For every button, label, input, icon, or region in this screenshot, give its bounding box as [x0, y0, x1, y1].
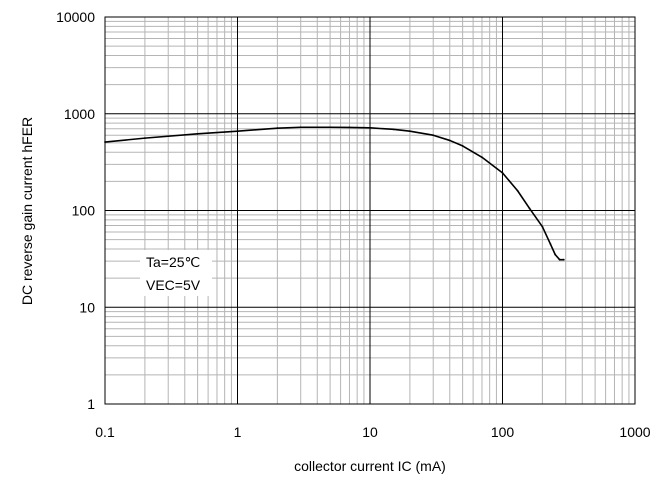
x-tick-label: 0.1 — [95, 424, 115, 440]
data-point — [329, 126, 332, 129]
x-tick-label: 1000 — [619, 424, 650, 440]
x-axis-title: collector current IC (mA) — [294, 458, 446, 474]
data-point — [516, 189, 519, 192]
data-point — [196, 132, 199, 135]
x-tick-labels: 0.1 1 10 100 1000 — [95, 424, 651, 440]
data-point — [558, 258, 561, 261]
x-tick-label: 100 — [491, 424, 515, 440]
data-point — [369, 126, 371, 129]
data-point — [461, 145, 464, 147]
data-point — [448, 139, 451, 142]
data-point — [501, 171, 504, 174]
y-tick-label: 1 — [87, 396, 95, 412]
data-point — [236, 130, 239, 133]
y-tick-label: 10000 — [56, 9, 95, 25]
data-point — [392, 128, 395, 131]
y-tick-label: 100 — [72, 203, 96, 219]
data-point — [276, 127, 279, 130]
data-point — [299, 126, 302, 129]
annotation-voltage: VEC=5V — [146, 277, 201, 293]
data-point — [549, 243, 552, 245]
data-point — [554, 253, 557, 256]
data-point — [541, 225, 544, 228]
annotation-box-background — [140, 250, 212, 296]
y-tick-label: 1000 — [64, 106, 95, 122]
data-point — [143, 137, 146, 140]
data-point — [528, 207, 531, 210]
plot-frame — [104, 16, 636, 405]
data-point — [408, 130, 411, 133]
y-axis-title: DC reverse gain current hFER — [19, 117, 35, 305]
data-point — [348, 126, 351, 129]
y-tick-label: 10 — [79, 299, 95, 315]
x-tick-label: 10 — [362, 424, 378, 440]
y-tick-labels: 1 10 100 1000 10000 — [56, 9, 95, 412]
data-point — [562, 258, 565, 261]
series-layer — [104, 126, 565, 261]
x-tick-label: 1 — [234, 424, 242, 440]
annotation-box: Ta=25℃ VEC=5V — [140, 250, 212, 296]
annotation-temperature: Ta=25℃ — [146, 254, 200, 270]
data-point — [104, 141, 106, 143]
data-point — [432, 134, 435, 137]
major-gridlines — [105, 17, 635, 404]
data-point — [481, 156, 483, 159]
